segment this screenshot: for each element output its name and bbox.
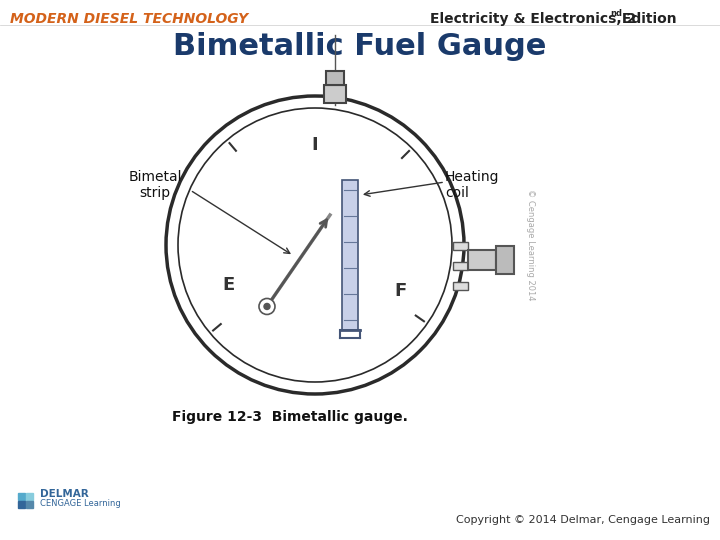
- Circle shape: [259, 299, 275, 314]
- Bar: [342, 180, 358, 330]
- Circle shape: [264, 303, 270, 309]
- Text: MODERN DIESEL TECHNOLOGY: MODERN DIESEL TECHNOLOGY: [10, 12, 248, 26]
- Text: nd: nd: [610, 9, 622, 18]
- Bar: [453, 282, 468, 290]
- Text: Bimetallic Fuel Gauge: Bimetallic Fuel Gauge: [174, 32, 546, 61]
- Text: © Cengage Learning 2014: © Cengage Learning 2014: [526, 189, 534, 301]
- Text: Copyright © 2014 Delmar, Cengage Learning: Copyright © 2014 Delmar, Cengage Learnin…: [456, 515, 710, 525]
- Text: Heating
coil: Heating coil: [445, 170, 500, 200]
- Bar: [453, 262, 468, 270]
- Text: DELMAR: DELMAR: [40, 489, 89, 499]
- Text: Figure 12-3  Bimetallic gauge.: Figure 12-3 Bimetallic gauge.: [172, 410, 408, 424]
- Circle shape: [179, 109, 451, 381]
- Bar: [496, 246, 514, 274]
- Bar: [453, 242, 468, 250]
- Bar: [468, 250, 496, 270]
- Text: I: I: [312, 136, 318, 154]
- Bar: [26, 493, 33, 500]
- Text: CENGAGE Learning: CENGAGE Learning: [40, 500, 121, 509]
- Text: F: F: [395, 281, 407, 300]
- Text: Electricity & Electronics, 2: Electricity & Electronics, 2: [430, 12, 636, 26]
- Bar: [326, 71, 344, 85]
- Bar: [26, 501, 33, 508]
- Text: Bimetal
strip: Bimetal strip: [128, 170, 181, 200]
- Text: Edition: Edition: [617, 12, 677, 26]
- Bar: [324, 85, 346, 103]
- Bar: [18, 493, 25, 500]
- Bar: [18, 501, 25, 508]
- Text: E: E: [222, 276, 235, 294]
